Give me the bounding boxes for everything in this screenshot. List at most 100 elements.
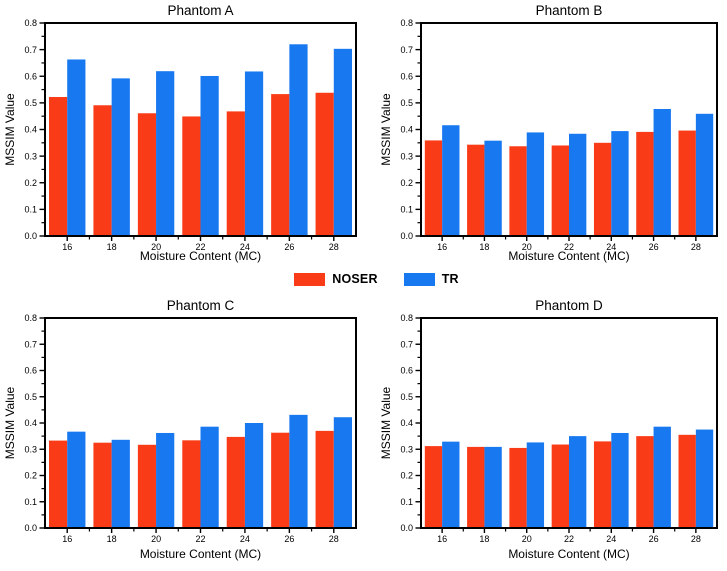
y-tick-label: 0.5: [400, 98, 413, 108]
x-tick-label: 26: [649, 242, 659, 252]
legend-swatch-tr: [403, 272, 435, 286]
bar-noser-mc22: [551, 145, 569, 236]
chart-phantom-a: 0.0 0.1 0.2 0.3 0.4 0.5 0.6 0.7 0.8 16 18 20 22 24 26 2…: [0, 0, 363, 271]
bar-noser-mc22: [551, 444, 569, 528]
x-tick-label: 16: [437, 242, 447, 252]
y-tick-label: 0.0: [400, 231, 413, 241]
x-tick-label: 28: [691, 242, 701, 252]
y-tick-label: 0.7: [400, 45, 413, 55]
x-tick-label: 20: [151, 534, 161, 544]
bar-tr-mc16: [442, 441, 460, 528]
y-tick-label: 0.1: [24, 497, 37, 507]
y-tick-label: 0.4: [400, 125, 413, 135]
bar-tr-mc26: [289, 414, 308, 528]
bar-noser-mc16: [424, 446, 443, 528]
chart-canvas: 0.0 0.1 0.2 0.3 0.4 0.5 0.6 0.7 0.8 16 18 20 22 24 26 2…: [379, 298, 718, 561]
bar-noser-mc28: [678, 434, 696, 528]
bar-tr-mc20: [156, 432, 175, 528]
bar-tr-mc22: [569, 436, 587, 529]
chart-canvas: 0.0 0.1 0.2 0.3 0.4 0.5 0.6 0.7 0.8 16 18 20 22 24 26 2…: [3, 298, 357, 561]
y-tick-label: 0.5: [24, 392, 37, 402]
bar-noser-mc26: [271, 94, 290, 236]
bar-noser-mc18: [93, 105, 112, 237]
y-tick-label: 0.3: [24, 151, 37, 161]
legend-label-noser: NOSER: [332, 272, 378, 286]
y-tick-label: 0.5: [24, 98, 37, 108]
y-tick-label: 0.1: [400, 497, 413, 507]
y-tick-label: 0.1: [24, 205, 37, 215]
legend-swatch-noser: [294, 272, 326, 286]
bar-noser-mc20: [137, 113, 157, 236]
y-tick-label: 0.8: [24, 313, 37, 323]
x-tick-label: 16: [437, 534, 447, 544]
chart-title: Phantom D: [535, 298, 603, 313]
bar-noser-mc24: [593, 142, 612, 236]
x-tick-label: 28: [329, 534, 339, 544]
bar-noser-mc28: [315, 430, 334, 529]
plot-frame: [420, 317, 718, 529]
y-axis-title: MSSIM Value: [379, 386, 393, 459]
bar-noser-mc26: [271, 432, 290, 528]
chart-canvas: 0.0 0.1 0.2 0.3 0.4 0.5 0.6 0.7 0.8 16 18 20 22 24 26 2…: [379, 3, 718, 263]
chart-phantom-b: 0.0 0.1 0.2 0.3 0.4 0.5 0.6 0.7 0.8 16 18 20 22 24 26 2…: [363, 0, 727, 271]
bar-tr-mc26: [653, 426, 671, 528]
plot-frame: [44, 22, 357, 237]
bar-tr-mc20: [156, 71, 175, 236]
x-tick-label: 22: [564, 534, 574, 544]
bar-tr-mc28: [333, 417, 353, 528]
bar-tr-mc28: [695, 113, 714, 236]
bar-tr-mc28: [333, 48, 353, 236]
plot-frame: [44, 317, 357, 529]
chart-phantom-d: 0.0 0.1 0.2 0.3 0.4 0.5 0.6 0.7 0.8 16 18 20 22 24 26 2…: [363, 290, 727, 571]
bar-tr-mc26: [653, 109, 671, 236]
y-tick-label: 0.5: [400, 392, 413, 402]
y-tick-label: 0.6: [24, 366, 37, 376]
y-axis-title: MSSIM Value: [379, 93, 393, 166]
chart-title: Phantom B: [536, 3, 603, 18]
y-tick-label: 0.0: [24, 523, 37, 533]
bar-tr-mc28: [695, 429, 714, 528]
bar-tr-mc26: [289, 44, 308, 236]
bar-noser-mc22: [182, 440, 201, 528]
y-tick-label: 0.0: [400, 523, 413, 533]
bar-tr-mc22: [569, 133, 587, 236]
y-tick-label: 0.4: [24, 125, 37, 135]
x-tick-label: 26: [284, 242, 294, 252]
chart-title: Phantom A: [167, 3, 233, 18]
bar-tr-mc22: [200, 75, 219, 236]
x-tick-label: 18: [107, 242, 117, 252]
bar-tr-mc24: [244, 71, 264, 237]
bar-tr-mc24: [611, 432, 629, 528]
y-tick-label: 0.2: [400, 471, 413, 481]
y-tick-label: 0.3: [400, 444, 413, 454]
y-tick-label: 0.2: [400, 178, 413, 188]
y-tick-label: 0.4: [400, 418, 413, 428]
x-tick-label: 22: [564, 242, 574, 252]
x-tick-label: 24: [240, 242, 250, 252]
x-tick-label: 20: [522, 242, 532, 252]
bar-tr-mc22: [200, 426, 219, 528]
x-tick-label: 28: [329, 242, 339, 252]
x-tick-label: 18: [107, 534, 117, 544]
bar-noser-mc20: [509, 146, 527, 236]
bar-tr-mc18: [484, 140, 502, 236]
y-tick-label: 0.4: [24, 418, 37, 428]
bar-tr-mc16: [67, 59, 86, 237]
bar-noser-mc24: [226, 436, 245, 528]
bar-tr-mc18: [111, 78, 130, 236]
y-axis-title: MSSIM Value: [3, 386, 17, 459]
x-axis-title: Moisture Content (MC): [140, 249, 261, 263]
bar-noser-mc22: [182, 116, 201, 236]
bar-noser-mc16: [49, 440, 68, 528]
x-axis-title: Moisture Content (MC): [140, 547, 261, 561]
bar-noser-mc26: [636, 131, 654, 236]
y-tick-label: 0.7: [24, 339, 37, 349]
bar-tr-mc24: [611, 131, 629, 236]
bar-noser-mc16: [424, 140, 443, 236]
x-tick-label: 26: [284, 534, 294, 544]
legend: NOSER TR: [0, 268, 727, 290]
y-tick-label: 0.0: [24, 231, 37, 241]
bar-tr-mc16: [67, 431, 86, 528]
bar-tr-mc18: [111, 439, 130, 528]
